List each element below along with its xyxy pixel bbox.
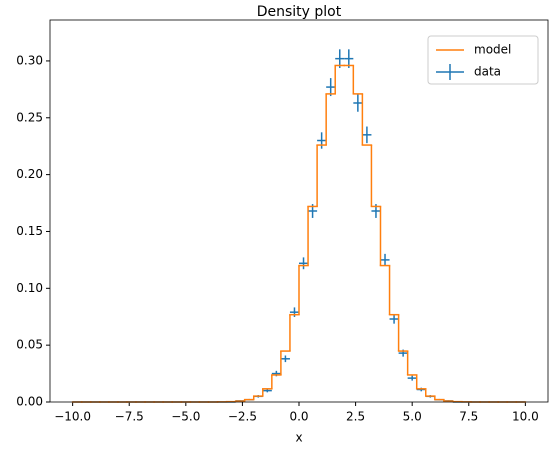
- x-tick-label: 0.0: [289, 410, 308, 424]
- y-tick-label: 0.15: [16, 224, 43, 238]
- chart-title: Density plot: [257, 4, 342, 20]
- legend: model data: [427, 35, 539, 85]
- y-tick-label: 0.10: [16, 281, 43, 295]
- y-tick-label: 0.25: [16, 110, 43, 124]
- x-tick-label: 7.5: [459, 410, 478, 424]
- x-axis-label: x: [295, 431, 302, 445]
- x-tick-label: 2.5: [346, 410, 365, 424]
- y-tick-label: 0.05: [16, 338, 43, 352]
- y-tick-label: 0.30: [16, 53, 43, 67]
- y-tick-label: 0.20: [16, 167, 43, 181]
- x-tick-label: 10.0: [512, 410, 539, 424]
- x-tick-label: −7.5: [115, 410, 144, 424]
- y-tick-label: 0.00: [16, 395, 43, 409]
- plot-frame: [49, 19, 549, 403]
- x-tick-label: −2.5: [228, 410, 257, 424]
- x-tick-label: −10.0: [54, 410, 91, 424]
- x-tick-label: 5.0: [403, 410, 422, 424]
- legend-label: model: [474, 43, 511, 57]
- x-tick-label: −5.0: [171, 410, 200, 424]
- legend-label: data: [474, 65, 501, 79]
